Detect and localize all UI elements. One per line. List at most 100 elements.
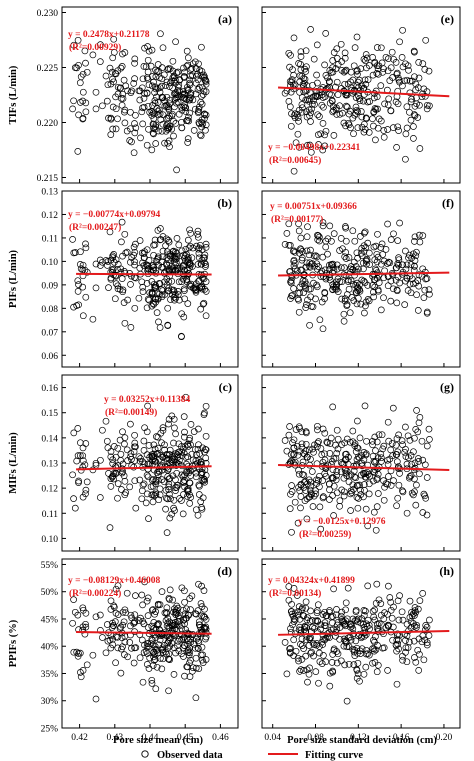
- data-point: [184, 139, 192, 146]
- data-point: [414, 428, 422, 436]
- data-point: [380, 630, 387, 638]
- data-point: [172, 430, 179, 438]
- data-point: [370, 122, 377, 130]
- data-point: [296, 668, 303, 675]
- data-point: [413, 291, 420, 299]
- data-point: [71, 64, 79, 71]
- data-point: [300, 645, 307, 652]
- data-point: [399, 82, 406, 90]
- data-point: [411, 607, 419, 614]
- data-point: [340, 488, 348, 496]
- data-point: [165, 624, 173, 631]
- data-point: [179, 606, 187, 614]
- data-point: [160, 478, 168, 486]
- data-point: [392, 98, 400, 106]
- data-point: [421, 92, 429, 100]
- data-point: [285, 49, 293, 57]
- data-point: [150, 78, 157, 86]
- data-point: [306, 263, 314, 271]
- data-point: [355, 84, 362, 91]
- fit-equation: y = 0.2478x+0.21178: [68, 30, 150, 40]
- data-point: [322, 658, 330, 666]
- data-point: [319, 635, 327, 643]
- data-point: [402, 445, 409, 453]
- data-point: [401, 301, 409, 308]
- data-point: [324, 74, 331, 82]
- data-point: [422, 494, 430, 502]
- data-point: [408, 489, 416, 497]
- y-tick-label: 0.215: [37, 174, 59, 184]
- data-point: [342, 223, 349, 230]
- data-point: [404, 432, 412, 440]
- data-point: [332, 106, 340, 114]
- data-point: [138, 591, 146, 599]
- data-point: [356, 286, 363, 293]
- data-point: [319, 494, 327, 502]
- data-point: [194, 86, 202, 93]
- data-point: [393, 458, 401, 465]
- data-point: [372, 265, 379, 273]
- data-point: [89, 51, 97, 59]
- data-point: [407, 452, 415, 459]
- data-point: [303, 429, 310, 437]
- y-axis-label: PPIFs (%): [8, 619, 19, 667]
- data-point: [371, 606, 379, 614]
- data-point: [396, 219, 403, 227]
- data-point: [120, 299, 128, 306]
- data-point: [298, 642, 306, 649]
- data-point: [290, 618, 298, 625]
- data-point: [415, 419, 423, 427]
- data-point: [114, 90, 122, 98]
- data-point: [319, 458, 327, 466]
- data-point: [150, 619, 158, 626]
- data-point: [306, 141, 314, 149]
- data-point: [196, 621, 204, 629]
- data-point: [97, 41, 104, 48]
- data-point: [426, 616, 433, 624]
- data-point: [399, 488, 407, 496]
- data-point: [170, 439, 177, 447]
- data-point: [166, 143, 173, 151]
- data-point: [290, 436, 298, 444]
- data-point: [315, 679, 322, 687]
- data-point: [426, 436, 433, 443]
- data-point: [82, 440, 90, 447]
- data-point: [351, 237, 359, 245]
- data-point: [374, 230, 381, 238]
- data-point: [156, 324, 164, 331]
- data-point: [131, 120, 138, 127]
- data-point: [303, 453, 311, 461]
- data-point: [121, 651, 128, 658]
- data-point: [305, 670, 313, 678]
- data-point: [338, 67, 346, 74]
- data-point: [297, 626, 305, 634]
- data-point: [361, 309, 368, 317]
- data-point: [165, 416, 173, 423]
- data-point: [152, 295, 160, 303]
- data-point: [199, 494, 207, 502]
- data-point: [201, 605, 208, 613]
- legend-fitting-label: Fitting curve: [305, 750, 363, 761]
- data-point: [197, 72, 205, 80]
- data-point: [99, 426, 106, 434]
- data-point: [403, 124, 411, 132]
- data-point: [294, 451, 302, 459]
- data-point: [411, 233, 419, 241]
- data-point: [148, 636, 156, 643]
- data-point: [164, 66, 172, 73]
- data-point: [314, 601, 322, 609]
- data-point: [343, 301, 351, 308]
- data-point: [151, 656, 159, 663]
- data-point: [159, 253, 167, 261]
- y-tick-label: 45%: [41, 615, 59, 625]
- data-point: [411, 112, 419, 120]
- data-point: [289, 247, 297, 255]
- data-point: [196, 623, 204, 631]
- data-point: [165, 483, 173, 491]
- data-point: [380, 133, 388, 141]
- data-point: [372, 646, 380, 654]
- data-point: [345, 119, 352, 127]
- data-point: [285, 583, 293, 590]
- data-point: [162, 617, 170, 624]
- data-point: [128, 87, 136, 95]
